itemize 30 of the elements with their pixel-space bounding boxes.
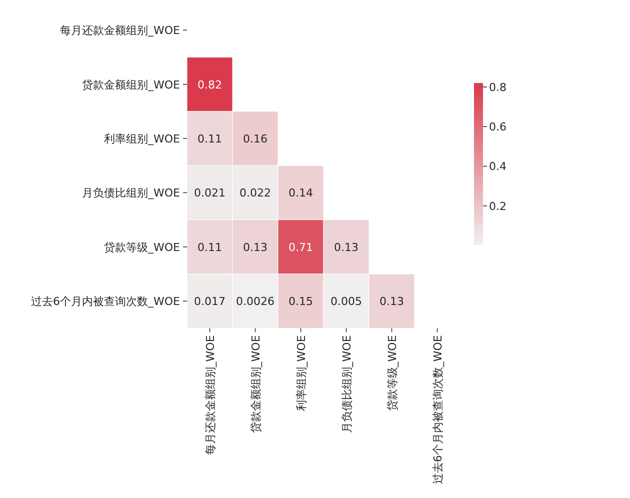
data-label: 0.005 [330, 295, 362, 308]
color-bar-label: 0.2 [489, 200, 506, 213]
data-label: 0.82 [198, 78, 222, 92]
data-label: 0.021 [194, 186, 226, 200]
y-tick-label: 利率组别_WOE [104, 132, 180, 146]
data-label: 0.0026 [236, 295, 274, 308]
data-label: 0.13 [380, 295, 404, 308]
color-bar-label: 0.4 [489, 160, 506, 174]
data-label: 0.71 [288, 240, 313, 254]
y-tick-label: 月负债比组别_WOE [82, 186, 180, 200]
data-label: 0.15 [288, 295, 313, 308]
data-label: 0.11 [198, 132, 222, 146]
y-tick-label: 贷款等级_WOE [104, 240, 180, 254]
x-tick-label: 贷款金额组别_WOE [249, 335, 262, 434]
data-label: 0.11 [198, 240, 222, 254]
data-label: 0.022 [240, 186, 271, 200]
y-tick-label: 贷款金额组别_WOE [82, 78, 180, 92]
data-label: 0.14 [288, 186, 313, 200]
x-tick-label: 月负债比组别_WOE [340, 335, 354, 434]
color-bar-label: 0.8 [489, 80, 506, 94]
x-tick-label: 贷款等级_WOE [386, 335, 399, 412]
data-label: 0.16 [243, 132, 268, 146]
y-tick-label: 每月还款金额组别_WOE [60, 24, 180, 38]
data-label: 0.017 [194, 295, 226, 308]
y-tick-label: 过去6个月内被查询次数_WOE [31, 295, 180, 308]
color-bar-label: 0.6 [489, 120, 506, 134]
data-label: 0.13 [243, 240, 268, 254]
x-tick-label: 过去6个月内被查询次数_WOE [431, 335, 444, 484]
x-tick-label: 利率组别_WOE [294, 335, 308, 412]
data-label: 0.13 [334, 240, 358, 254]
